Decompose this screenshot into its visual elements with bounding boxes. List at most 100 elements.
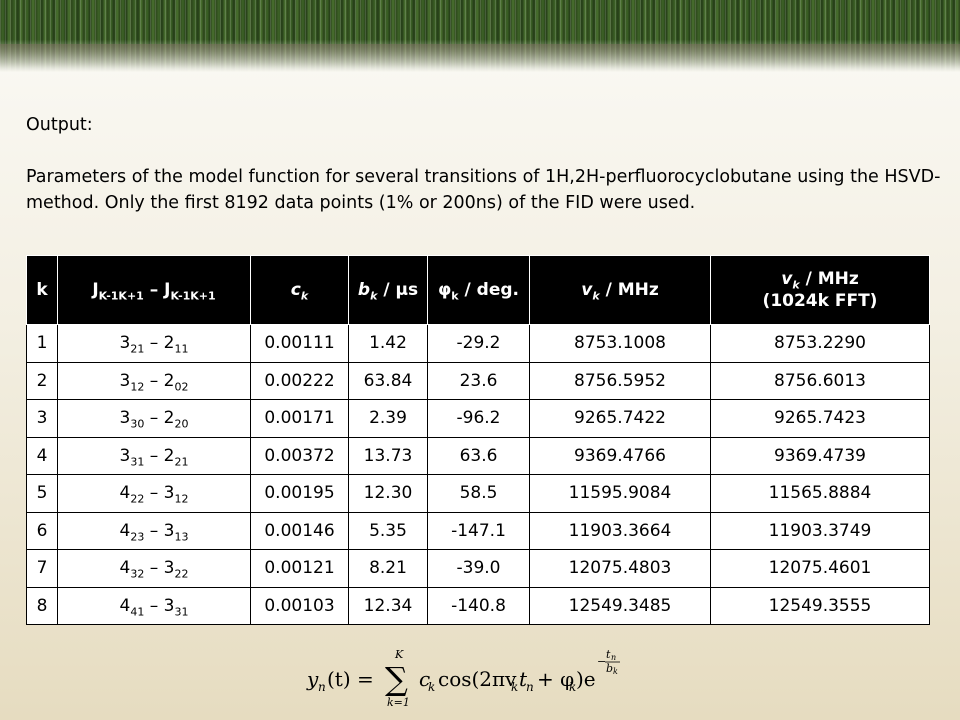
cell-transition: 422 – 312 [57, 474, 251, 513]
formula-cos: cos(2πv [438, 667, 517, 691]
cell-transition: 312 – 202 [57, 361, 251, 400]
header-k: k [26, 255, 58, 325]
header-vk-unit: / MHz [605, 280, 659, 300]
cell-t2: 2 [163, 445, 175, 466]
cell-bk: 8.21 [348, 549, 428, 588]
cell-vk: 8753.1008 [529, 324, 711, 363]
cell-t1: 4 [119, 558, 131, 579]
cell-t2-sub: 22 [174, 567, 189, 581]
formula-exp-num: t [606, 648, 611, 661]
cell-t2-sub: 31 [174, 605, 189, 619]
cell-t1-sub: 21 [130, 342, 145, 356]
header-j-dash: – [149, 280, 159, 300]
cell-t1: 3 [119, 408, 131, 429]
parameters-table: k JK-1K+1 – JK-1K+1 ck bk / μs φk / deg.… [26, 255, 930, 625]
cell-bk: 5.35 [348, 511, 428, 550]
cell-t2: 2 [163, 370, 175, 391]
cell-bk: 2.39 [348, 399, 428, 438]
cell-dash: – [149, 408, 159, 429]
cell-t2: 3 [163, 483, 175, 504]
header-bk-main: b [357, 280, 371, 300]
cell-t2: 2 [163, 333, 175, 354]
cell-dash: – [149, 370, 159, 391]
cell-t1-sub: 31 [130, 455, 145, 469]
formula-sum-top: K [394, 648, 404, 661]
cell-t2-sub: 02 [174, 380, 189, 394]
cell-t1-sub: 12 [130, 380, 145, 394]
cell-bk: 12.34 [348, 586, 428, 625]
cell-t1-sub: 30 [130, 417, 145, 431]
cell-phik: -140.8 [427, 586, 530, 625]
cell-vk: 12075.4803 [529, 549, 711, 588]
cell-phik: -39.0 [427, 549, 530, 588]
cell-t2-sub: 13 [174, 530, 189, 544]
header-vk2-main: v [781, 269, 793, 289]
header-phik-main: φ [437, 280, 452, 300]
cell-phik: 58.5 [427, 474, 530, 513]
header-vk-main: v [581, 280, 593, 300]
model-function-formula: y n (t) = K ∑ k=1 c k cos(2πv k t n + φ … [305, 646, 625, 709]
cell-t1: 4 [119, 483, 131, 504]
formula-exp-den: b [606, 662, 613, 675]
cell-vk-fft: 8756.6013 [710, 361, 930, 400]
table-row: 1 321 – 211 0.00111 1.42 -29.2 8753.1008… [26, 324, 930, 363]
cell-ck: 0.00103 [250, 586, 349, 625]
header-vk2-note: (1024k FFT) [762, 291, 878, 311]
header-phik-unit: / deg. [464, 280, 519, 300]
cell-transition: 423 – 313 [57, 511, 251, 550]
formula-exp-num-sub: n [611, 653, 616, 662]
cell-t1-sub: 32 [130, 567, 145, 581]
header-j2: J [164, 280, 171, 300]
header-phik-sub: k [451, 289, 459, 303]
cell-vk: 8756.5952 [529, 361, 711, 400]
cell-t1-sub: 23 [130, 530, 145, 544]
cell-vk-fft: 12549.3555 [710, 586, 930, 625]
table-row: 8 441 – 331 0.00103 12.34 -140.8 12549.3… [26, 586, 930, 625]
cell-k: 1 [26, 324, 58, 363]
header-ck: ck [250, 255, 349, 325]
cell-k: 3 [26, 399, 58, 438]
header-ck-sub: k [300, 289, 309, 303]
cell-bk: 63.84 [348, 361, 428, 400]
cell-k: 2 [26, 361, 58, 400]
cell-phik: 63.6 [427, 436, 530, 475]
cell-t1: 3 [119, 370, 131, 391]
cell-vk: 11595.9084 [529, 474, 711, 513]
cell-k: 6 [26, 511, 58, 550]
cell-t2: 3 [163, 520, 175, 541]
cell-k: 8 [26, 586, 58, 625]
cell-transition: 441 – 331 [57, 586, 251, 625]
header-transition: JK-1K+1 – JK-1K+1 [57, 255, 251, 325]
formula-exp-minus: − [597, 655, 606, 668]
cell-t2: 3 [163, 595, 175, 616]
cell-k: 7 [26, 549, 58, 588]
cell-t2: 2 [163, 408, 175, 429]
header-vk-fft: vk / MHz (1024k FFT) [710, 255, 930, 325]
table-row: 2 312 – 202 0.00222 63.84 23.6 8756.5952… [26, 361, 930, 400]
cell-t1: 3 [119, 445, 131, 466]
cell-transition: 331 – 221 [57, 436, 251, 475]
header-vk2-sub: k [792, 278, 800, 292]
cell-vk: 9265.7422 [529, 399, 711, 438]
cell-vk-fft: 11903.3749 [710, 511, 930, 550]
table-row: 3 330 – 220 0.00171 2.39 -96.2 9265.7422… [26, 399, 930, 438]
formula-n-sub: n [318, 680, 326, 694]
cell-ck: 0.00146 [250, 511, 349, 550]
description-paragraph: Parameters of the model function for sev… [26, 167, 941, 213]
cell-phik: -29.2 [427, 324, 530, 363]
cell-ck: 0.00195 [250, 474, 349, 513]
header-ck-main: c [290, 280, 301, 300]
cell-k: 4 [26, 436, 58, 475]
cell-vk: 11903.3664 [529, 511, 711, 550]
header-banner-shadow [0, 44, 960, 68]
cell-ck: 0.00121 [250, 549, 349, 588]
cell-vk-fft: 9265.7423 [710, 399, 930, 438]
header-j1: J [92, 280, 99, 300]
formula-v-sub: k [511, 680, 518, 694]
cell-t2: 3 [163, 558, 175, 579]
cell-dash: – [149, 558, 159, 579]
formula-sum-bottom: k=1 [387, 696, 410, 709]
cell-t1-sub: 41 [130, 605, 145, 619]
cell-ck: 0.00171 [250, 399, 349, 438]
header-phik: φk / deg. [427, 255, 530, 325]
